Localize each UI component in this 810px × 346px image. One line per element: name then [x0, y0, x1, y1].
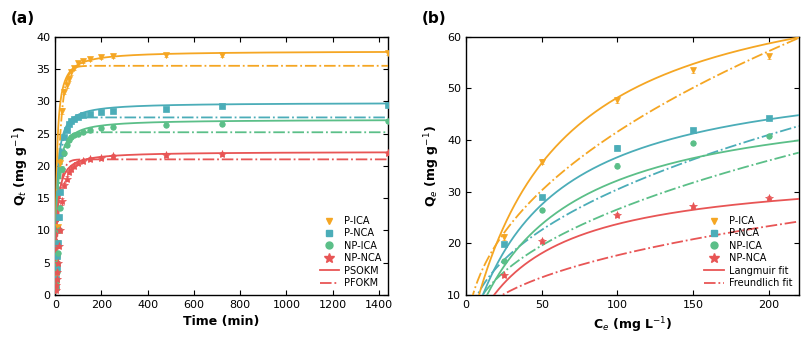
X-axis label: C$_e$ (mg L$^{-1}$): C$_e$ (mg L$^{-1}$)	[593, 315, 672, 335]
X-axis label: Time (min): Time (min)	[183, 315, 260, 328]
Y-axis label: Q$_e$ (mg g$^{-1}$): Q$_e$ (mg g$^{-1}$)	[422, 125, 441, 207]
Legend: P-ICA, P-NCA, NP-ICA, NP-NCA, PSOKM, PFOKM: P-ICA, P-NCA, NP-ICA, NP-NCA, PSOKM, PFO…	[318, 214, 383, 290]
Text: (a): (a)	[11, 11, 36, 26]
Y-axis label: Q$_t$ (mg g$^{-1}$): Q$_t$ (mg g$^{-1}$)	[11, 126, 31, 206]
Legend: P-ICA, P-NCA, NP-ICA, NP-NCA, Langmuir fit, Freundlich fit: P-ICA, P-NCA, NP-ICA, NP-NCA, Langmuir f…	[702, 214, 794, 290]
Text: (b): (b)	[421, 11, 446, 26]
